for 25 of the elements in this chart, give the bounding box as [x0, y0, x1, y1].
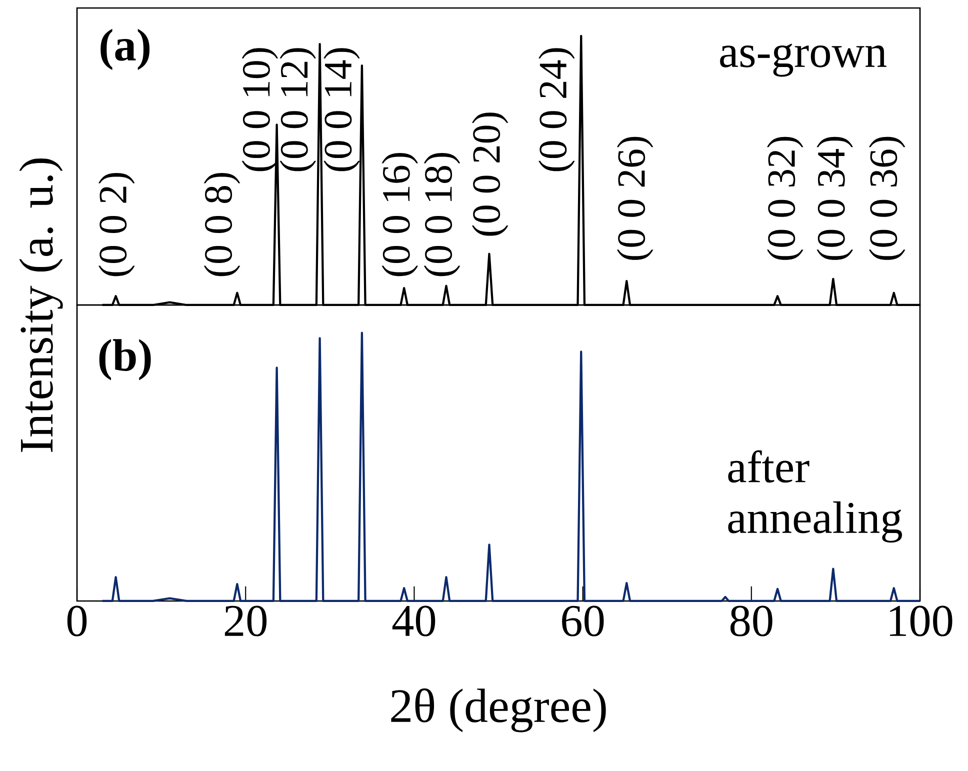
annotation: (0 0 36): [868, 136, 906, 260]
annotation: (0 0 8): [204, 172, 240, 276]
y-axis-title: Intensity (a. u.): [19, 158, 63, 452]
annotation: (0 0 20): [472, 112, 508, 236]
x-tick-label: 80: [730, 606, 772, 636]
annotation: (0 0 12): [280, 48, 316, 172]
annotation: (0 0 2): [98, 172, 135, 276]
annotation: (0 0 10): [242, 48, 278, 172]
annotation: (0 0 24): [538, 48, 575, 172]
annotation: (0 0 32): [766, 136, 804, 260]
annotation: (a): [100, 28, 150, 70]
x-tick-label: 60: [562, 606, 604, 636]
x-tick-label: 100: [890, 606, 952, 636]
x-axis-title: 2θ (degree): [391, 688, 606, 732]
annotation: (0 0 14): [324, 48, 360, 172]
annotation: as-grown: [720, 44, 886, 77]
x-tick-label: 40: [392, 606, 436, 636]
annotation: after annealing: [728, 450, 902, 543]
x-tick-label: 20: [224, 606, 267, 636]
annotation: (0 0 34): [816, 136, 853, 260]
annotation: (0 0 18): [424, 152, 460, 276]
annotation: (b): [99, 339, 151, 380]
annotation: (0 0 26): [616, 136, 654, 260]
annotation: (0 0 16): [382, 152, 418, 276]
x-tick-label: 0: [67, 606, 87, 636]
